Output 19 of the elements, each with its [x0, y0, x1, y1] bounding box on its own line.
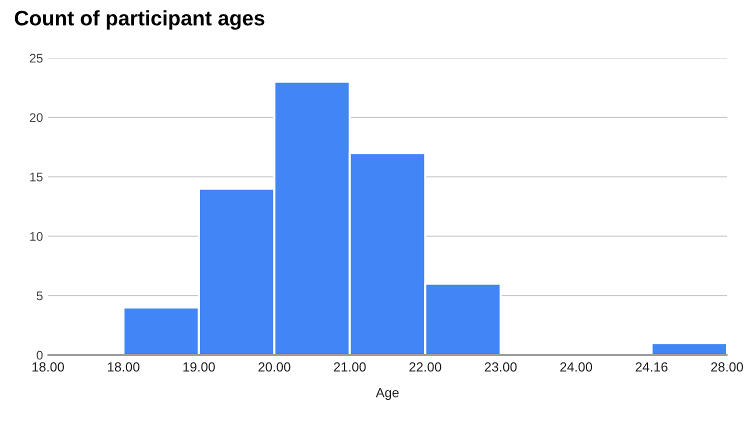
x-axis-title: Age: [376, 388, 399, 400]
text: 22.00: [409, 362, 442, 372]
y-tick-label: 0: [36, 350, 43, 360]
y-tick-label: 10: [30, 232, 43, 241]
text: 21.00: [334, 362, 366, 372]
text: 19.00: [183, 362, 215, 372]
y-tick-label: 5: [36, 292, 43, 300]
text: 20.00: [258, 362, 290, 372]
y-tick-label: 25: [30, 54, 43, 63]
text: 24.16: [636, 362, 668, 372]
bar: [650, 342, 727, 355]
text: 28.00: [711, 362, 743, 372]
text: 18.00: [32, 362, 64, 372]
y-tick-label: 20: [30, 113, 43, 122]
chart-title: Count of participant ages: [14, 10, 264, 30]
text: 18.00: [108, 362, 140, 372]
text: 24.00: [560, 362, 592, 372]
y-tick-label: 15: [30, 172, 43, 182]
text: 23.00: [484, 362, 517, 372]
